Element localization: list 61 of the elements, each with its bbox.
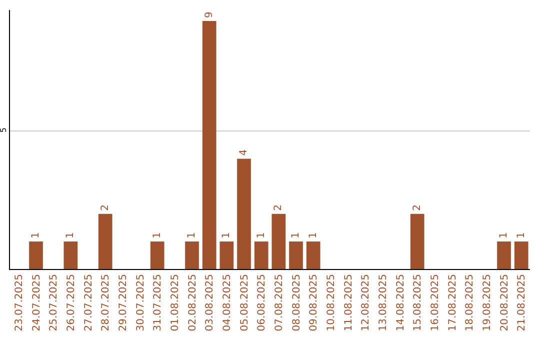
bar [202, 21, 216, 269]
x-tick-label: 20.08.2025 [499, 274, 510, 332]
x-tick-label: 11.08.2025 [343, 274, 354, 332]
bar [272, 214, 286, 269]
data-label: 2 [412, 204, 423, 211]
bar [185, 241, 199, 269]
x-tick-label: 07.08.2025 [274, 274, 285, 332]
x-tick-label: 25.07.2025 [48, 274, 60, 332]
bar [289, 241, 303, 269]
bar [220, 241, 234, 269]
y-tick-label: 5 [0, 127, 8, 133]
x-tick-label: 28.07.2025 [100, 274, 112, 332]
data-label: 1 [516, 232, 527, 238]
x-tick-label: 15.08.2025 [412, 274, 424, 332]
data-label: 2 [100, 204, 111, 211]
x-tick-label: 24.07.2025 [31, 274, 42, 332]
bar [497, 241, 511, 269]
x-tick-label: 19.08.2025 [482, 274, 493, 332]
x-tick-label: 06.08.2025 [256, 274, 268, 332]
x-tick-label: 17.08.2025 [447, 274, 458, 332]
x-tick-label: 16.08.2025 [430, 274, 441, 332]
x-tick-label: 13.08.2025 [378, 274, 389, 332]
x-tick-label: 18.08.2025 [464, 274, 476, 332]
x-tick-label: 03.08.2025 [204, 274, 216, 332]
bar [29, 241, 43, 269]
x-tick-label: 02.08.2025 [187, 274, 198, 332]
data-label: 1 [308, 232, 319, 238]
bar [98, 214, 112, 269]
x-tick-label: 05.08.2025 [239, 274, 250, 332]
data-label: 1 [256, 232, 267, 238]
bar [254, 241, 268, 269]
x-tick-label: 27.07.2025 [83, 274, 94, 332]
data-label: 4 [238, 149, 250, 156]
data-label: 1 [152, 232, 163, 238]
bar [237, 158, 251, 269]
bar [410, 214, 424, 269]
x-tick-label: 14.08.2025 [395, 274, 406, 332]
data-label: 2 [273, 204, 284, 211]
bar [514, 241, 528, 269]
x-tick-label: 09.08.2025 [308, 274, 320, 332]
data-label: 1 [65, 232, 76, 238]
x-tick-label: 29.07.2025 [118, 274, 129, 332]
x-tick-label: 12.08.2025 [360, 274, 372, 332]
x-tick-label: 08.08.2025 [291, 274, 302, 332]
bar [64, 241, 78, 269]
x-tick-label: 23.07.2025 [14, 274, 25, 332]
data-label: 9 [204, 12, 215, 18]
x-tick-label: 30.07.2025 [135, 274, 146, 332]
x-tick-label: 26.07.2025 [66, 274, 77, 332]
data-label: 1 [498, 232, 510, 238]
x-tick-label: 31.07.2025 [152, 274, 164, 332]
data-label: 1 [221, 232, 232, 238]
bar [150, 241, 164, 269]
data-label: 1 [30, 232, 42, 238]
x-tick-label: 10.08.2025 [326, 274, 337, 332]
data-label: 1 [186, 232, 198, 238]
x-tick-label: 04.08.2025 [222, 274, 233, 332]
data-label: 1 [290, 232, 302, 238]
x-tick-label: 21.08.2025 [516, 274, 528, 332]
x-tick-label: 01.08.2025 [170, 274, 181, 332]
bar [306, 241, 320, 269]
